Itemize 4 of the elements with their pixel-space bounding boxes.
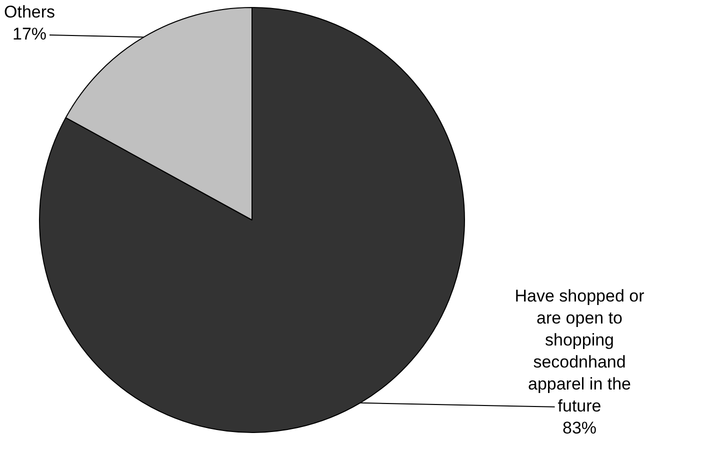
slice-label: Have shopped or are open to shopping secodnhand apparel in the future	[514, 286, 645, 416]
data-label: 83%	[562, 418, 597, 438]
data-label: 17%	[12, 24, 47, 44]
slice-label: Others	[4, 2, 56, 22]
